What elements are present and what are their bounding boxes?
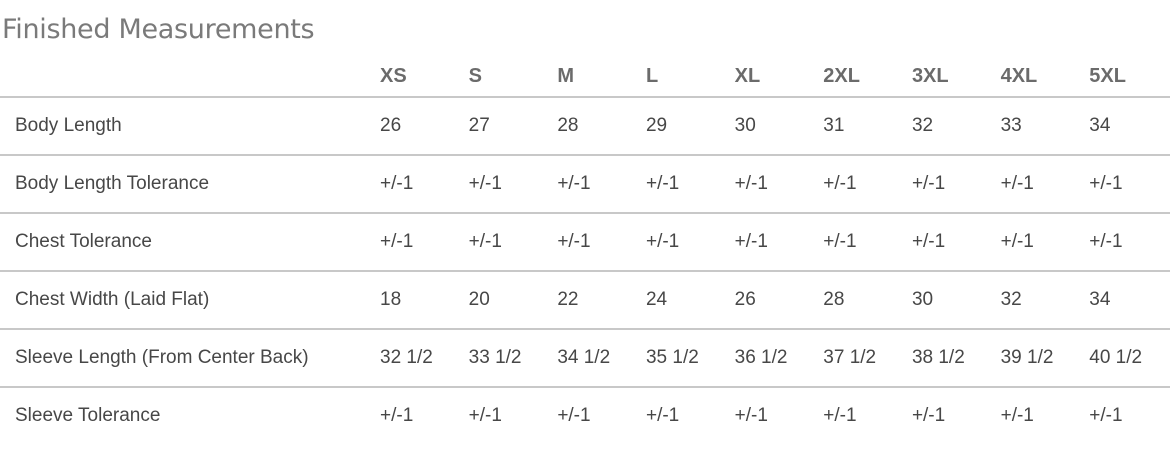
size-header: L: [637, 54, 727, 98]
measurement-cell: +/-1: [549, 155, 638, 214]
row-label: Sleeve Tolerance: [15, 405, 161, 426]
table-row: Chest Width (Laid Flat) 18 20 22 24 26 28 30 32 3…: [0, 271, 1170, 330]
measurement-cell: +/-1: [911, 405, 946, 426]
measurement-cell: +/-1: [992, 213, 1082, 272]
measurement-cell: 24: [637, 271, 727, 330]
measurement-cell: +/-1: [1089, 405, 1123, 426]
measurement-cell: +/-1: [903, 155, 993, 214]
row-label: Body Length: [0, 97, 372, 156]
measurement-cell: 22: [549, 271, 638, 330]
measurement-cell: +/-1: [992, 155, 1082, 214]
table-row: Chest Tolerance +/-1 +/-1 +/-1 +/-1 +/-1 +/-1 +…: [0, 213, 1170, 272]
measurement-cell: 37 1/2: [815, 329, 904, 388]
measurement-cell: 33 1/2: [460, 329, 550, 388]
measurement-cell: 31: [815, 97, 904, 156]
measurement-cell: +/-1: [734, 405, 768, 426]
measurement-cell: 33: [992, 97, 1082, 156]
row-label: Chest Tolerance: [0, 213, 372, 272]
measurement-cell: +/-1: [645, 405, 680, 426]
table-row: Sleeve Length (From Center Back) 32 1/2 33…: [0, 329, 1170, 388]
size-header: 4XL: [992, 54, 1082, 98]
measurement-cell: 27: [460, 97, 550, 156]
table-body: Body Length 26 27 28 29 30 31 32 33 34 Body Length…: [0, 97, 1170, 444]
size-header: XS: [372, 54, 461, 98]
measurement-cell: +/-1: [372, 155, 461, 214]
measurement-cell: +/-1: [823, 405, 857, 426]
measurement-cell: 30: [726, 97, 816, 156]
measurement-cell: +/-1: [726, 213, 816, 272]
measurement-cell: +/-1: [815, 155, 904, 214]
size-header: M: [549, 54, 638, 98]
measurement-cell: 32: [992, 271, 1082, 330]
size-header: XL: [726, 54, 816, 98]
measurement-cell: 20: [460, 271, 550, 330]
measurement-cell: 40 1/2: [1081, 329, 1170, 388]
measurement-cell: 35 1/2: [637, 329, 727, 388]
measurement-cell: 29: [637, 97, 727, 156]
row-label: Chest Width (Laid Flat): [0, 271, 372, 330]
measurement-cell: 38 1/2: [903, 329, 993, 388]
measurement-cell: +/-1: [637, 213, 727, 272]
row-label: Sleeve Length (From Center Back): [0, 329, 372, 388]
measurement-cell: +/-1: [372, 213, 461, 272]
size-header: 5XL: [1081, 54, 1170, 98]
table-row: Sleeve Tolerance +/-1 +/-1 +/-1 +/-1 +/-1 +/-1…: [0, 387, 1170, 444]
measurement-cell: +/-1: [557, 405, 591, 426]
size-header: S: [460, 54, 550, 98]
measurement-cell: +/-1: [726, 155, 816, 214]
measurement-cell: 26: [726, 271, 816, 330]
measurement-cell: +/-1: [637, 155, 727, 214]
measurement-cell: +/-1: [460, 213, 550, 272]
measurements-table: XS S M L XL 2XL 3XL 4XL 5XL Body Length 26 27 28 29 3…: [0, 54, 1170, 444]
table-row: Body Length Tolerance +/-1 +/-1 +/-1 +/-1 +/-…: [0, 155, 1170, 214]
measurement-cell: 28: [549, 97, 638, 156]
measurement-cell: 26: [372, 97, 461, 156]
measurement-cell: +/-1: [815, 213, 904, 272]
table-row: Body Length 26 27 28 29 30 31 32 33 34: [0, 97, 1170, 156]
table-header-row: XS S M L XL 2XL 3XL 4XL 5XL: [0, 54, 1170, 98]
measurement-cell: +/-1: [549, 213, 638, 272]
measurement-cell: 32: [903, 97, 993, 156]
measurement-cell: +/-1: [1081, 155, 1170, 214]
measurement-cell: 34: [1081, 271, 1170, 330]
measurement-cell: 34 1/2: [549, 329, 638, 388]
size-header: 2XL: [815, 54, 904, 98]
measurement-cell: 39 1/2: [992, 329, 1082, 388]
measurement-cell: 32 1/2: [372, 329, 461, 388]
page-title: Finished Measurements: [2, 14, 315, 45]
measurement-cell: +/-1: [460, 155, 550, 214]
measurement-cell: +/-1: [380, 405, 414, 426]
measurement-cell: +/-1: [468, 405, 502, 426]
row-label: Body Length Tolerance: [0, 155, 372, 214]
size-header: 3XL: [903, 54, 993, 98]
measurement-cell: 18: [372, 271, 461, 330]
measurement-cell: 34: [1081, 97, 1170, 156]
header-label-column: [0, 54, 372, 98]
measurement-cell: 36 1/2: [726, 329, 816, 388]
measurement-cell: 28: [815, 271, 904, 330]
measurement-cell: +/-1: [1000, 405, 1034, 426]
measurement-cell: 30: [903, 271, 993, 330]
measurement-cell: +/-1: [1081, 213, 1170, 272]
measurement-cell: +/-1: [903, 213, 993, 272]
